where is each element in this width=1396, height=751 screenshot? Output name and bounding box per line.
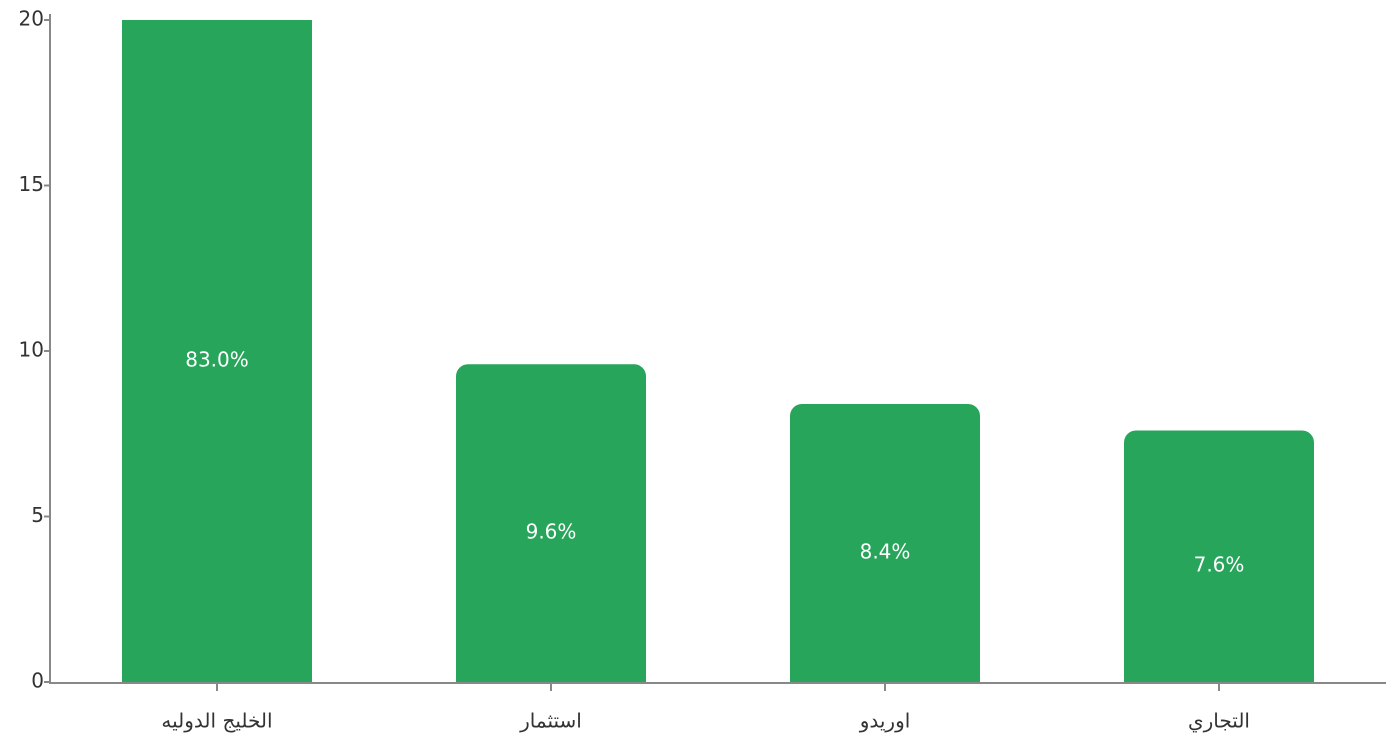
y-tick-label: 5 [31,503,44,527]
value-label: 7.6% [1194,553,1245,577]
x-tick-label: استثمار [519,709,582,733]
value-label: 8.4% [860,539,911,563]
bars [122,20,1314,682]
value-label: 9.6% [526,520,577,544]
y-tick-label: 0 [31,669,44,693]
bar [790,403,980,682]
x-tick-label: اوريدو [859,709,911,733]
bar [456,364,646,682]
value-label: 83.0% [185,348,249,372]
x-tick-label: الخليج الدوليه [161,709,272,733]
y-tick-label: 10 [19,338,44,362]
x-tick-label: التجاري [1188,709,1250,734]
bar [122,20,312,682]
bar [1124,430,1314,682]
y-tick-label: 20 [19,7,44,31]
y-tick-label: 15 [19,172,44,196]
